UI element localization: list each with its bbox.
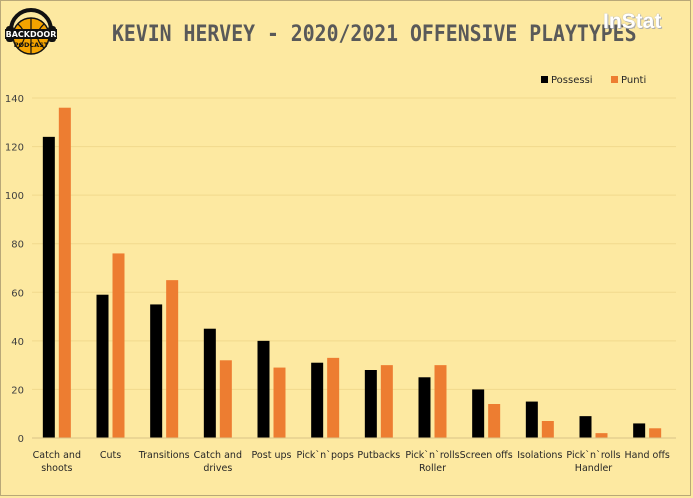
legend-swatch-punti (611, 76, 618, 83)
bar-possessi (96, 294, 109, 438)
x-category-label: Cuts (100, 450, 121, 461)
bar-possessi (42, 136, 55, 438)
y-tick-label: 80 (11, 240, 24, 251)
instat-brand: InStat (603, 10, 662, 33)
bar-possessi (203, 328, 216, 438)
bar-possessi (633, 423, 646, 438)
bar-punti (595, 433, 608, 438)
bar-punti (434, 365, 447, 438)
y-tick-label: 100 (5, 191, 24, 202)
bar-punti (58, 107, 71, 438)
legend-swatch-possessi (541, 76, 548, 83)
bar-punti (219, 360, 232, 438)
bar-punti (380, 365, 393, 438)
bar-possessi (364, 370, 377, 438)
x-category-label: Catch and shoots (33, 450, 81, 474)
bar-punti (273, 367, 286, 438)
bar-possessi (311, 362, 324, 438)
x-category-label: Catch and drives (194, 450, 242, 474)
x-category-label: Hand offs (624, 450, 669, 461)
x-category-label: Post ups (252, 450, 292, 461)
y-tick-label: 40 (11, 337, 24, 348)
x-category-label: Putbacks (357, 450, 400, 461)
x-category-label: Pick`n`rolls Roller (405, 450, 459, 474)
legend-label-possessi: Possessi (551, 75, 593, 86)
y-tick-label: 120 (5, 143, 24, 154)
bar-punti (541, 421, 554, 438)
bar-possessi (579, 416, 592, 438)
y-tick-label: 60 (11, 288, 24, 299)
svg-text:BACKDOOR: BACKDOOR (6, 30, 57, 39)
bar-possessi (525, 401, 538, 438)
x-category-label: Transitions (138, 450, 190, 461)
bar-possessi (472, 389, 485, 438)
x-category-label: Isolations (517, 450, 562, 461)
x-category-label: Pick`n`pops (297, 450, 354, 461)
svg-text:PODCAST: PODCAST (14, 41, 49, 49)
bar-possessi (150, 304, 163, 438)
y-tick-label: 0 (18, 434, 24, 445)
bar-possessi (418, 377, 431, 438)
y-tick-label: 140 (5, 94, 24, 105)
x-category-label: Screen offs (460, 450, 513, 461)
backdoor-podcast-logo: BACKDOOR PODCAST (5, 8, 57, 55)
bar-punti (112, 253, 125, 438)
bar-punti (166, 280, 179, 438)
bar-possessi (257, 340, 270, 438)
bar-punti (649, 428, 662, 438)
x-category-label: Pick`n`rolls Handler (566, 450, 620, 474)
y-tick-label: 20 (11, 385, 24, 396)
legend-label-punti: Punti (621, 75, 646, 86)
bar-punti (327, 357, 340, 438)
bar-punti (488, 404, 501, 438)
chart-title: KEVIN HERVEY - 2020/2021 OFFENSIVE PLAYT… (112, 22, 637, 47)
